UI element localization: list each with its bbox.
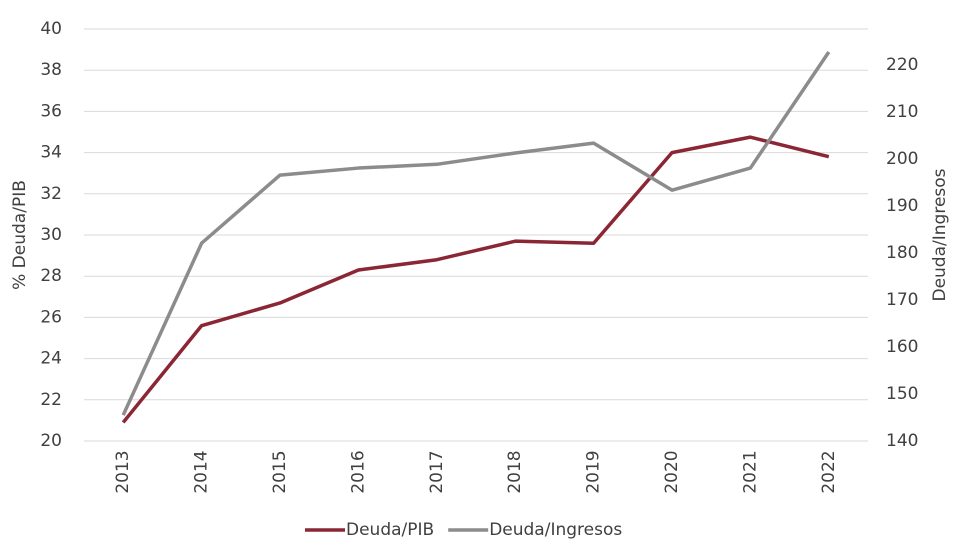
x-tick-label: 2013 [113, 450, 133, 493]
y2-tick-label: 180 [886, 243, 918, 263]
x-tick-label: 2015 [270, 450, 290, 493]
y-tick-label: 24 [40, 349, 62, 369]
legend-label: Deuda/PIB [346, 520, 434, 540]
y-tick-label: 26 [40, 307, 62, 327]
series-line [121, 135, 830, 424]
y-tick-label: 40 [40, 19, 62, 39]
y2-tick-label: 210 [886, 102, 918, 122]
x-tick-label: 2022 [819, 450, 839, 493]
legend-label: Deuda/Ingresos [489, 520, 622, 540]
y2-tick-label: 170 [886, 290, 918, 310]
y2-tick-label: 190 [886, 196, 918, 216]
y-tick-label: 28 [40, 266, 62, 286]
y2-tick-label: 200 [886, 149, 918, 169]
y-tick-label: 34 [40, 143, 62, 163]
x-tick-label: 2018 [505, 450, 525, 493]
x-tick-label: 2019 [584, 450, 604, 493]
y2-tick-label: 220 [886, 55, 918, 75]
x-tick-label: 2017 [427, 450, 447, 493]
y2-tick-label: 140 [886, 431, 918, 451]
y-tick-label: 22 [40, 390, 62, 410]
x-tick-label: 2014 [192, 450, 212, 493]
y2-axis-title: Deuda/Ingresos [930, 168, 950, 301]
x-tick-label: 2016 [348, 450, 368, 493]
y-axis-title: % Deuda/PIB [10, 180, 30, 290]
y-tick-label: 20 [40, 431, 62, 451]
series-line [121, 51, 831, 416]
y-tick-label: 30 [40, 225, 62, 245]
y-tick-label: 38 [40, 60, 62, 80]
x-tick-label: 2020 [662, 450, 682, 493]
y-tick-label: 36 [40, 101, 62, 121]
y-tick-label: 32 [40, 184, 62, 204]
x-tick-label: 2021 [740, 450, 760, 493]
y2-tick-label: 150 [886, 384, 918, 404]
y2-tick-label: 160 [886, 337, 918, 357]
